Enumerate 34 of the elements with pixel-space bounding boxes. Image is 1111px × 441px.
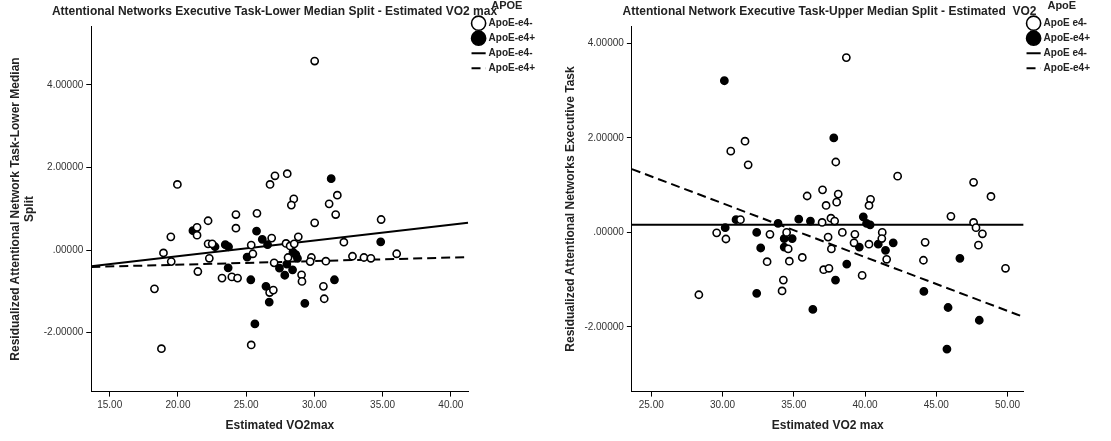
y-tick-label: 4.00000 <box>47 78 84 90</box>
y-tick-label: 2.00000 <box>47 161 84 173</box>
legend-label: ApoE-e4+ <box>1043 31 1091 43</box>
y-axis-title: Residualized Attentional Network Task-Lower Median Split <box>7 57 36 361</box>
x-tick-label: 25.00 <box>233 399 260 411</box>
y-tick-label: 4.00000 <box>587 37 625 49</box>
x-tick-label: 35.00 <box>781 399 807 411</box>
x-tick-label: 35.00 <box>370 399 396 411</box>
x-tick-label: 45.00 <box>923 399 950 411</box>
chart-title: Attentional Network Executive Task-Upper Median Split - Estimated VO2 <box>622 3 1037 18</box>
y-tick-label: .00000 <box>52 243 84 255</box>
y-tick-label: .00000 <box>593 226 625 238</box>
legend-label: ApoE e4- <box>1043 46 1087 58</box>
y-tick-label: 2.00000 <box>587 131 625 143</box>
y-tick-label: -2.00000 <box>584 320 625 332</box>
x-tick-label: 20.00 <box>165 399 191 411</box>
x-tick-label: 50.00 <box>994 399 1021 411</box>
legend-label: ApoE-e4+ <box>488 61 536 73</box>
legend-title: ApoE <box>1047 0 1077 11</box>
x-tick-label: 40.00 <box>852 399 878 411</box>
x-tick-label: 15.00 <box>97 399 123 411</box>
x-axis-title: Estimated VO2 max <box>771 418 885 433</box>
x-tick-label: 25.00 <box>638 399 665 411</box>
x-tick-label: 30.00 <box>709 399 736 411</box>
x-tick-label: 30.00 <box>301 399 328 411</box>
legend-label: ApoE-e4- <box>488 16 533 28</box>
x-tick-label: 40.00 <box>438 399 464 411</box>
legend-label: ApoE-e4+ <box>488 31 536 43</box>
x-axis-title: Estimated VO2max <box>225 418 335 433</box>
y-tick-label: -2.00000 <box>43 326 84 338</box>
y-axis-title: Residualized Attentional Networks Executive Task <box>562 65 577 352</box>
legend-label: ApoE-e4+ <box>1043 61 1091 73</box>
legend-label: ApoE e4- <box>1043 16 1087 28</box>
legend-label: ApoE-e4- <box>488 46 533 58</box>
